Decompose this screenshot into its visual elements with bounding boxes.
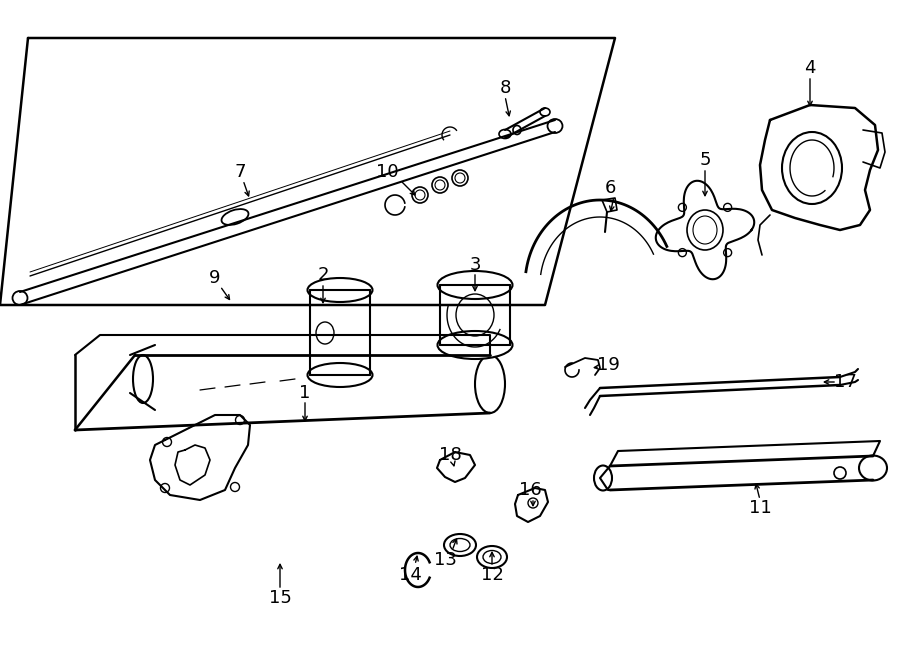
Text: 7: 7 [234,163,246,181]
Text: 19: 19 [597,356,619,374]
Ellipse shape [444,534,476,556]
Text: 13: 13 [434,551,456,569]
Text: 12: 12 [481,566,503,584]
Text: 17: 17 [833,373,857,391]
Text: 9: 9 [209,269,220,287]
Text: 10: 10 [375,163,399,181]
Ellipse shape [308,278,373,302]
Ellipse shape [308,363,373,387]
Text: 5: 5 [699,151,711,169]
Text: 1: 1 [300,384,310,402]
Text: 8: 8 [500,79,510,97]
Text: 4: 4 [805,59,815,77]
Ellipse shape [477,546,507,568]
Ellipse shape [437,331,512,359]
Text: 15: 15 [268,589,292,607]
Text: 18: 18 [438,446,462,464]
Text: 6: 6 [604,179,616,197]
Ellipse shape [437,271,512,299]
Text: 16: 16 [518,481,542,499]
Text: 11: 11 [749,499,771,517]
Text: 3: 3 [469,256,481,274]
Text: 2: 2 [317,266,328,284]
Text: 14: 14 [399,566,421,584]
